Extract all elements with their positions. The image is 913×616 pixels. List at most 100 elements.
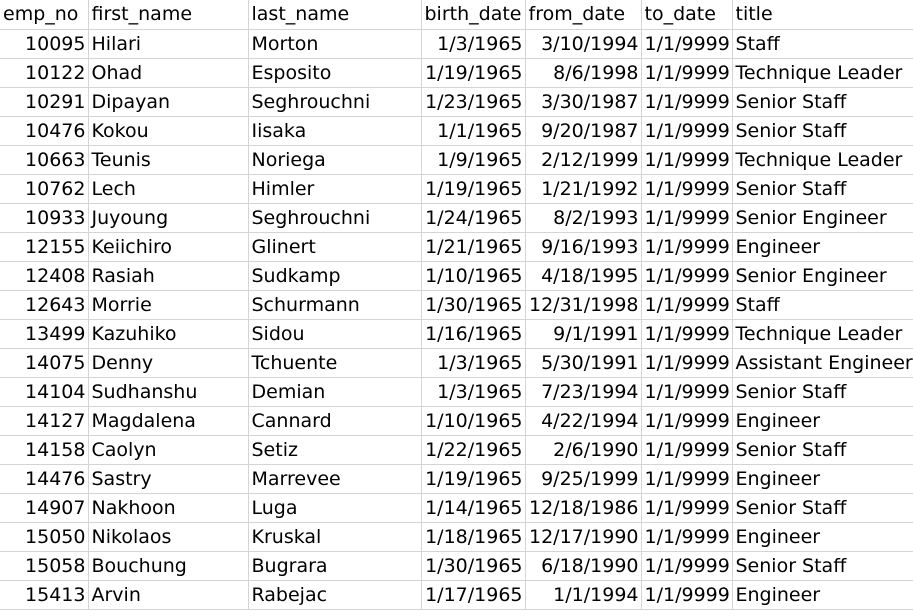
from-date-cell[interactable]: 4/22/1994 (525, 406, 642, 436)
from-date-cell[interactable]: 8/6/1998 (525, 58, 642, 88)
title-cell[interactable]: Senior Staff (732, 551, 913, 581)
last-name-cell[interactable]: Sidou (248, 319, 422, 349)
emp-no-cell[interactable]: 10663 (0, 145, 89, 175)
header-cell-birth-date[interactable]: birth_date (421, 0, 526, 30)
title-cell[interactable]: Senior Staff (732, 493, 913, 523)
birth-date-cell[interactable]: 1/19/1965 (421, 58, 526, 88)
to-date-cell[interactable]: 1/1/9999 (641, 522, 733, 552)
last-name-cell[interactable]: Marrevee (248, 464, 422, 494)
header-cell-to-date[interactable]: to_date (641, 0, 733, 30)
birth-date-cell[interactable]: 1/23/1965 (421, 87, 526, 117)
first-name-cell[interactable]: Teunis (88, 145, 249, 175)
to-date-cell[interactable]: 1/1/9999 (641, 203, 733, 233)
first-name-cell[interactable]: Dipayan (88, 87, 249, 117)
last-name-cell[interactable]: Bugrara (248, 551, 422, 581)
first-name-cell[interactable]: Sudhanshu (88, 377, 249, 407)
birth-date-cell[interactable]: 1/16/1965 (421, 319, 526, 349)
title-cell[interactable]: Technique Leader (732, 145, 913, 175)
to-date-cell[interactable]: 1/1/9999 (641, 406, 733, 436)
last-name-cell[interactable]: Cannard (248, 406, 422, 436)
emp-no-cell[interactable]: 14907 (0, 493, 89, 523)
from-date-cell[interactable]: 12/17/1990 (525, 522, 642, 552)
from-date-cell[interactable]: 7/23/1994 (525, 377, 642, 407)
title-cell[interactable]: Engineer (732, 580, 913, 610)
emp-no-cell[interactable]: 10476 (0, 116, 89, 146)
last-name-cell[interactable]: Luga (248, 493, 422, 523)
from-date-cell[interactable]: 2/12/1999 (525, 145, 642, 175)
emp-no-cell[interactable]: 12155 (0, 232, 89, 262)
emp-no-cell[interactable]: 10291 (0, 87, 89, 117)
to-date-cell[interactable]: 1/1/9999 (641, 580, 733, 610)
to-date-cell[interactable]: 1/1/9999 (641, 435, 733, 465)
to-date-cell[interactable]: 1/1/9999 (641, 377, 733, 407)
header-cell-last-name[interactable]: last_name (248, 0, 422, 30)
emp-no-cell[interactable]: 14104 (0, 377, 89, 407)
first-name-cell[interactable]: Caolyn (88, 435, 249, 465)
first-name-cell[interactable]: Sastry (88, 464, 249, 494)
emp-no-cell[interactable]: 10933 (0, 203, 89, 233)
to-date-cell[interactable]: 1/1/9999 (641, 58, 733, 88)
last-name-cell[interactable]: Seghrouchni (248, 87, 422, 117)
from-date-cell[interactable]: 9/20/1987 (525, 116, 642, 146)
from-date-cell[interactable]: 3/10/1994 (525, 29, 642, 59)
to-date-cell[interactable]: 1/1/9999 (641, 348, 733, 378)
birth-date-cell[interactable]: 1/9/1965 (421, 145, 526, 175)
first-name-cell[interactable]: Magdalena (88, 406, 249, 436)
from-date-cell[interactable]: 4/18/1995 (525, 261, 642, 291)
first-name-cell[interactable]: Nikolaos (88, 522, 249, 552)
from-date-cell[interactable]: 5/30/1991 (525, 348, 642, 378)
to-date-cell[interactable]: 1/1/9999 (641, 319, 733, 349)
from-date-cell[interactable]: 1/21/1992 (525, 174, 642, 204)
from-date-cell[interactable]: 12/31/1998 (525, 290, 642, 320)
title-cell[interactable]: Engineer (732, 522, 913, 552)
emp-no-cell[interactable]: 15413 (0, 580, 89, 610)
from-date-cell[interactable]: 9/16/1993 (525, 232, 642, 262)
header-cell-emp-no[interactable]: emp_no (0, 0, 89, 30)
first-name-cell[interactable]: Morrie (88, 290, 249, 320)
title-cell[interactable]: Assistant Engineer (732, 348, 913, 378)
birth-date-cell[interactable]: 1/19/1965 (421, 464, 526, 494)
last-name-cell[interactable]: Setiz (248, 435, 422, 465)
from-date-cell[interactable]: 2/6/1990 (525, 435, 642, 465)
from-date-cell[interactable]: 9/1/1991 (525, 319, 642, 349)
first-name-cell[interactable]: Ohad (88, 58, 249, 88)
birth-date-cell[interactable]: 1/19/1965 (421, 174, 526, 204)
title-cell[interactable]: Senior Staff (732, 174, 913, 204)
header-cell-from-date[interactable]: from_date (525, 0, 642, 30)
emp-no-cell[interactable]: 12408 (0, 261, 89, 291)
from-date-cell[interactable]: 1/1/1994 (525, 580, 642, 610)
first-name-cell[interactable]: Arvin (88, 580, 249, 610)
last-name-cell[interactable]: Tchuente (248, 348, 422, 378)
birth-date-cell[interactable]: 1/30/1965 (421, 551, 526, 581)
to-date-cell[interactable]: 1/1/9999 (641, 29, 733, 59)
title-cell[interactable]: Senior Staff (732, 435, 913, 465)
birth-date-cell[interactable]: 1/24/1965 (421, 203, 526, 233)
from-date-cell[interactable]: 9/25/1999 (525, 464, 642, 494)
header-cell-title[interactable]: title (732, 0, 913, 30)
title-cell[interactable]: Technique Leader (732, 319, 913, 349)
birth-date-cell[interactable]: 1/30/1965 (421, 290, 526, 320)
first-name-cell[interactable]: Kokou (88, 116, 249, 146)
title-cell[interactable]: Senior Engineer (732, 203, 913, 233)
last-name-cell[interactable]: Demian (248, 377, 422, 407)
birth-date-cell[interactable]: 1/3/1965 (421, 29, 526, 59)
title-cell[interactable]: Senior Staff (732, 116, 913, 146)
from-date-cell[interactable]: 12/18/1986 (525, 493, 642, 523)
emp-no-cell[interactable]: 10122 (0, 58, 89, 88)
birth-date-cell[interactable]: 1/14/1965 (421, 493, 526, 523)
first-name-cell[interactable]: Bouchung (88, 551, 249, 581)
to-date-cell[interactable]: 1/1/9999 (641, 551, 733, 581)
emp-no-cell[interactable]: 14476 (0, 464, 89, 494)
title-cell[interactable]: Technique Leader (732, 58, 913, 88)
from-date-cell[interactable]: 8/2/1993 (525, 203, 642, 233)
from-date-cell[interactable]: 3/30/1987 (525, 87, 642, 117)
to-date-cell[interactable]: 1/1/9999 (641, 290, 733, 320)
emp-no-cell[interactable]: 15050 (0, 522, 89, 552)
to-date-cell[interactable]: 1/1/9999 (641, 261, 733, 291)
to-date-cell[interactable]: 1/1/9999 (641, 493, 733, 523)
emp-no-cell[interactable]: 14158 (0, 435, 89, 465)
last-name-cell[interactable]: Seghrouchni (248, 203, 422, 233)
last-name-cell[interactable]: Noriega (248, 145, 422, 175)
last-name-cell[interactable]: Sudkamp (248, 261, 422, 291)
first-name-cell[interactable]: Hilari (88, 29, 249, 59)
